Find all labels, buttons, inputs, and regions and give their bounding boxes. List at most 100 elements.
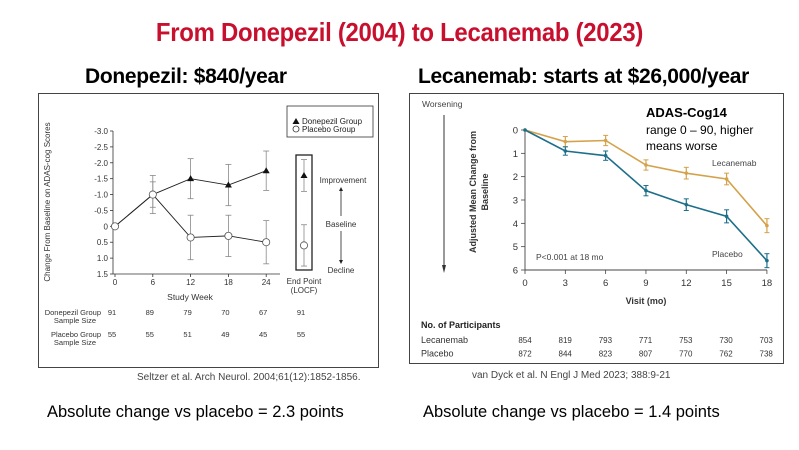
y-tick-label: -3.0 — [94, 127, 108, 136]
x-tick-label: 6 — [603, 278, 608, 289]
y-tick-label: -0.5 — [94, 206, 108, 215]
sample-size-value: 49 — [221, 330, 229, 339]
legend-donepezil: Donepezil Group — [302, 117, 363, 126]
x-tick-label: End Point — [287, 277, 322, 286]
lecanemab-heading: Lecanemab: starts at $26,000/year — [418, 65, 749, 88]
lecanemab-point — [684, 171, 689, 175]
x-tick-label: 24 — [262, 278, 271, 287]
donepezil-y-axis-label: Change From Baseline on ADAS-cog Scores — [43, 122, 52, 281]
legend-placebo: Placebo Group — [302, 125, 356, 134]
placebo-series-label: Placebo — [712, 249, 743, 259]
p-value-label: P<0.001 at 18 mo — [536, 252, 604, 262]
donepezil-point — [224, 181, 232, 188]
y-tick-label: 0 — [104, 222, 109, 231]
sample-size-row-label: Placebo Group — [51, 330, 101, 339]
y-tick-label: 3 — [513, 196, 518, 207]
placebo-point — [724, 214, 729, 219]
participants-row-label: Lecanemab — [421, 335, 468, 345]
participants-value: 771 — [639, 336, 653, 345]
sample-size-value: 55 — [297, 330, 305, 339]
placebo-point — [563, 149, 568, 153]
lecanemab-y-axis-label-line2: Baseline — [480, 173, 490, 210]
sample-size-value: 45 — [259, 330, 267, 339]
sample-size-value: 91 — [297, 308, 305, 317]
participants-value: 819 — [559, 336, 573, 345]
participants-row-label: Placebo — [421, 349, 454, 359]
x-tick-label: 12 — [681, 278, 692, 289]
donepezil-point — [187, 175, 195, 182]
lecanemab-chart-panel — [409, 93, 784, 364]
sample-size-value: 91 — [108, 308, 116, 317]
y-tick-label: -2.5 — [94, 143, 108, 152]
x-tick-label: 0 — [522, 278, 527, 289]
y-tick-label: 0.5 — [97, 238, 109, 247]
donepezil-citation: Seltzer et al. Arch Neurol. 2004;61(12):… — [137, 372, 361, 383]
participants-value: 793 — [599, 336, 613, 345]
donepezil-point — [262, 167, 270, 174]
lecanemab-point — [724, 177, 729, 181]
x-tick-label: 15 — [721, 278, 732, 289]
lecanemab-point — [563, 139, 568, 144]
y-tick-label: 1 — [513, 149, 518, 160]
sample-size-row-label: Sample Size — [54, 338, 96, 347]
y-tick-label: -1.5 — [94, 175, 108, 184]
x-tick-label: 9 — [643, 278, 648, 289]
y-tick-label: 0 — [513, 126, 518, 137]
sample-size-value: 55 — [108, 330, 116, 339]
placebo-point — [262, 238, 271, 247]
participants-value: 738 — [760, 350, 774, 359]
y-tick-label: 5 — [513, 242, 518, 253]
baseline-label: Baseline — [326, 220, 357, 229]
x-tick-label: 18 — [762, 278, 773, 289]
y-tick-label: -2.0 — [94, 159, 108, 168]
x-tick-label: 3 — [563, 278, 568, 289]
donepezil-x-axis-label: Study Week — [167, 292, 213, 302]
donepezil-effect-text: Absolute change vs placebo = 2.3 points — [47, 403, 344, 421]
sample-size-value: 51 — [183, 330, 191, 339]
participants-value: 730 — [719, 336, 733, 345]
y-tick-label: 1.5 — [97, 270, 109, 279]
x-tick-label: 18 — [224, 278, 233, 287]
decline-label: Decline — [328, 266, 355, 275]
slide-title: From Donepezil (2004) to Lecanemab (2023… — [155, 17, 644, 47]
x-tick-label: 6 — [151, 278, 156, 287]
placebo-point — [523, 128, 527, 132]
donepezil-chart: -3.0 -2.5 -2.0 -1.5 -1.0 -0.5 0 0.5 1.0 1.5 0 6 12 18… — [45, 127, 322, 347]
donepezil-point — [300, 171, 308, 178]
arrow-down-icon — [442, 265, 446, 273]
improvement-label: Improvement — [320, 176, 367, 185]
participants-value: 770 — [679, 350, 693, 359]
participants-value: 753 — [679, 336, 693, 345]
participants-value: 854 — [518, 336, 532, 345]
y-tick-label: -1.0 — [94, 191, 108, 200]
placebo-point — [224, 231, 233, 240]
sample-size-value: 67 — [259, 308, 267, 317]
sample-size-value: 70 — [221, 308, 229, 317]
sample-size-value: 89 — [146, 308, 154, 317]
worsening-label: Worsening — [422, 99, 463, 109]
participants-value: 703 — [760, 336, 774, 345]
sample-size-row-label: Donepezil Group — [45, 308, 101, 317]
participants-value: 872 — [518, 350, 532, 359]
donepezil-chart-panel — [38, 93, 379, 368]
adas-cog14-note-line1: range 0 – 90, higher — [646, 123, 753, 137]
participants-value: 844 — [559, 350, 573, 359]
lecanemab-point — [765, 223, 769, 228]
x-tick-label: (LOCF) — [291, 286, 318, 295]
lecanemab-x-axis-label: Visit (mo) — [626, 296, 667, 306]
sample-size-row-label: Sample Size — [54, 316, 96, 325]
arrow-down-icon — [339, 260, 343, 264]
placebo-point — [111, 222, 120, 231]
legend-circle-icon — [292, 125, 300, 133]
lecanemab-series-label: Lecanemab — [712, 158, 757, 168]
y-tick-label: 6 — [513, 266, 518, 277]
y-tick-label: 2 — [513, 172, 518, 183]
participants-value: 823 — [599, 350, 613, 359]
arrow-up-icon — [339, 187, 343, 191]
placebo-point — [603, 153, 608, 158]
placebo-point — [684, 202, 689, 207]
endpoint-box — [295, 154, 313, 271]
lecanemab-effect-text: Absolute change vs placebo = 1.4 points — [423, 403, 720, 421]
